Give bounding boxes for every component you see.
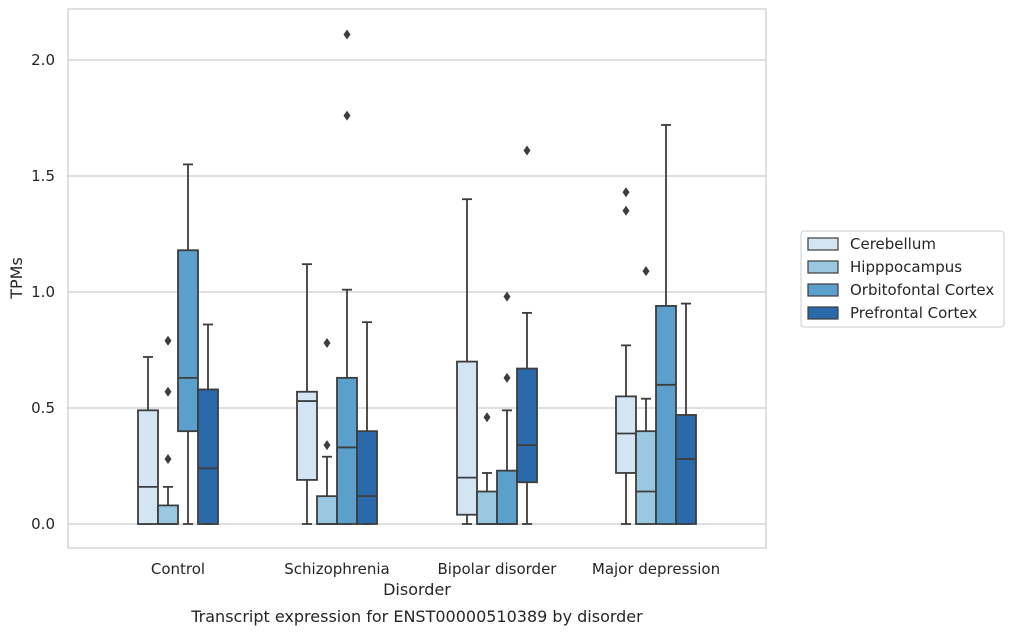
box-hipppocampus (157, 335, 179, 525)
y-tick-label: 2.0 (31, 51, 55, 69)
boxes-layer (137, 29, 697, 525)
box-iqr (476, 490, 498, 525)
box-hipppocampus (316, 338, 338, 525)
outlier-point (503, 372, 511, 383)
legend-swatch (807, 283, 839, 297)
outlier-point (622, 205, 630, 216)
y-axis-tick-labels: 0.0 0.5 1.0 1.5 2.0 (31, 51, 55, 533)
box-iqr (516, 367, 538, 484)
box-iqr (655, 305, 677, 525)
y-tick-label: 1.5 (31, 167, 55, 185)
x-axis-tick-labels: Control Schizophrenia Bipolar disorder Majo… (151, 560, 720, 578)
legend-swatch (807, 306, 839, 320)
box-iqr (316, 495, 338, 525)
outlier-point (343, 29, 351, 40)
box-iqr (675, 414, 697, 525)
outlier-point (483, 412, 491, 423)
box-iqr (137, 409, 159, 525)
x-tick-label: Schizophrenia (284, 560, 389, 578)
box-hipppocampus (476, 412, 498, 525)
box-cerebellum (296, 263, 318, 525)
outlier-point (622, 187, 630, 198)
box-iqr (197, 388, 219, 525)
box-prefrontal-cortex (516, 145, 538, 525)
box-prefrontal-cortex (356, 321, 378, 525)
box-prefrontal-cortex (197, 323, 219, 525)
outlier-point (164, 454, 172, 465)
x-axis-title: Disorder (383, 580, 451, 599)
outlier-point (503, 291, 511, 302)
outlier-point (323, 338, 331, 349)
box-hipppocampus (635, 266, 657, 525)
outlier-point (164, 386, 172, 397)
y-tick-label: 0.0 (31, 515, 55, 533)
box-iqr (296, 390, 318, 481)
box-iqr (496, 469, 518, 525)
x-tick-label: Major depression (592, 560, 720, 578)
legend-label: Orbitofontal Cortex (850, 281, 994, 299)
box-prefrontal-cortex (675, 302, 697, 525)
box-orbitofontal-cortex (336, 29, 358, 525)
outlier-point (343, 110, 351, 121)
box-iqr (177, 249, 199, 433)
outlier-point (523, 145, 531, 156)
legend: Cerebellum Hipppocampus Orbitofontal Corte… (800, 230, 1005, 328)
box-iqr (157, 504, 179, 525)
figure-caption: Transcript expression for ENST0000051038… (190, 607, 643, 626)
x-tick-label: Control (151, 560, 205, 578)
plot-area-frame (67, 8, 767, 549)
legend-swatch (807, 260, 839, 274)
box-iqr (635, 430, 657, 525)
outlier-point (164, 335, 172, 346)
box-cerebellum (615, 187, 637, 525)
x-tick-label: Bipolar disorder (438, 560, 558, 578)
y-axis-title: TPMs (7, 257, 26, 300)
box-iqr (336, 376, 358, 525)
outlier-point (323, 440, 331, 451)
outlier-point (642, 266, 650, 277)
box-cerebellum (137, 356, 159, 525)
box-orbitofontal-cortex (177, 163, 199, 525)
legend-label: Hipppocampus (850, 258, 962, 276)
box-iqr (456, 360, 478, 516)
legend-label: Prefrontal Cortex (850, 304, 977, 322)
box-iqr (356, 430, 378, 525)
box-iqr (615, 395, 637, 474)
y-tick-label: 1.0 (31, 283, 55, 301)
box-orbitofontal-cortex (496, 291, 518, 525)
legend-label: Cerebellum (850, 235, 936, 253)
legend-swatch (807, 237, 839, 251)
box-orbitofontal-cortex (655, 124, 677, 525)
box-cerebellum (456, 198, 478, 525)
y-tick-label: 0.5 (31, 399, 55, 417)
legend-frame (800, 230, 1005, 328)
